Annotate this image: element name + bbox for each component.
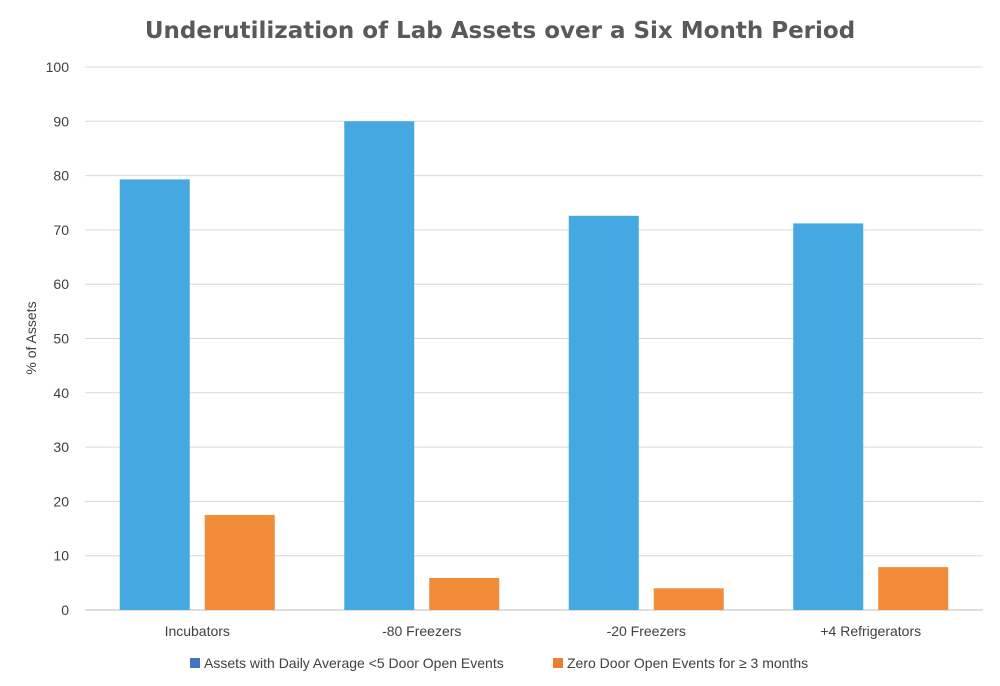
legend-label-0: Assets with Daily Average <5 Door Open E… bbox=[204, 655, 504, 671]
legend: Assets with Daily Average <5 Door Open E… bbox=[190, 655, 808, 671]
y-tick-label: 90 bbox=[53, 113, 69, 129]
y-axis-label: % of Assets bbox=[23, 301, 39, 374]
y-tick-label: 20 bbox=[53, 493, 69, 509]
bar-daily-average-1 bbox=[344, 121, 415, 611]
x-tick-label: Incubators bbox=[165, 623, 230, 639]
x-tick-labels: Incubators -80 Freezers -20 Freezers +4 Ref… bbox=[165, 623, 922, 639]
x-tick-label: -20 Freezers bbox=[607, 623, 686, 639]
bar-zero-door-open-0 bbox=[204, 514, 275, 610]
y-tick-label: 100 bbox=[46, 59, 70, 75]
y-tick-label: 50 bbox=[53, 331, 69, 347]
y-tick-label: 80 bbox=[53, 168, 69, 184]
legend-swatch-0 bbox=[190, 658, 200, 668]
bar-zero-door-open-2 bbox=[653, 588, 724, 610]
legend-label-1: Zero Door Open Events for ≥ 3 months bbox=[567, 655, 808, 671]
y-tick-label: 60 bbox=[53, 276, 69, 292]
x-tick-label: -80 Freezers bbox=[382, 623, 461, 639]
y-tick-labels: 0 10 20 30 40 50 60 70 80 90 100 bbox=[46, 59, 70, 618]
bar-daily-average-3 bbox=[793, 223, 864, 610]
y-tick-label: 10 bbox=[53, 548, 69, 564]
bar-daily-average-0 bbox=[119, 179, 190, 610]
bar-zero-door-open-1 bbox=[429, 577, 500, 610]
chart-title: Underutilization of Lab Assets over a Si… bbox=[145, 18, 855, 44]
x-tick-label: +4 Refrigerators bbox=[820, 623, 921, 639]
legend-swatch-1 bbox=[553, 658, 563, 668]
y-tick-label: 30 bbox=[53, 439, 69, 455]
y-tick-label: 40 bbox=[53, 385, 69, 401]
y-tick-label: 70 bbox=[53, 222, 69, 238]
bars bbox=[119, 121, 949, 611]
y-tick-label: 0 bbox=[61, 602, 69, 618]
bar-zero-door-open-3 bbox=[878, 567, 949, 610]
bar-daily-average-2 bbox=[568, 215, 639, 611]
